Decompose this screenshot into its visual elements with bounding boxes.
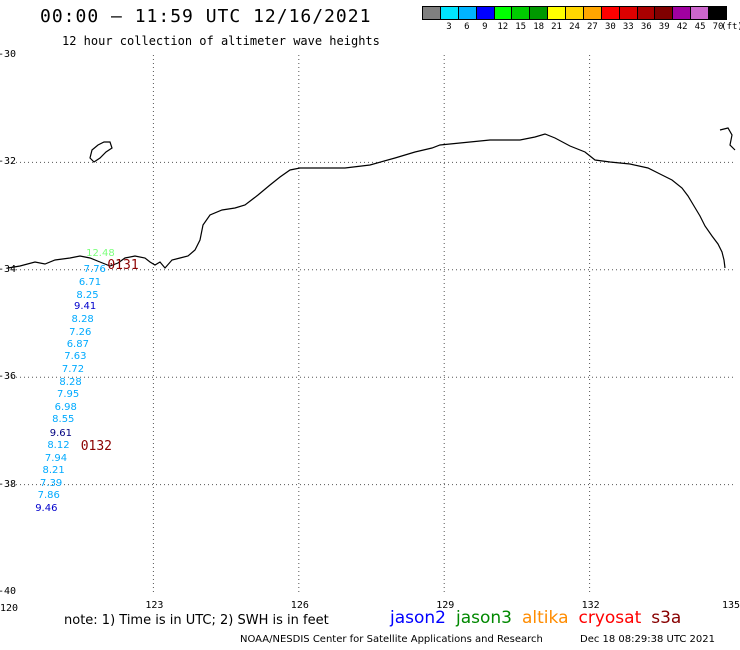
page-title: 00:00 – 11:59 UTC 12/16/2021	[40, 6, 372, 27]
wave-height-value: 8.21	[42, 465, 65, 477]
legend-swatch	[655, 7, 674, 19]
satellite-name: cryosat	[578, 608, 642, 628]
legend-label: 18	[533, 22, 545, 32]
legend-swatch	[566, 7, 584, 19]
legend-label: 21	[551, 22, 562, 32]
legend-swatch	[548, 7, 566, 19]
wave-height-value: 6.87	[66, 338, 89, 350]
grid-lines	[8, 55, 735, 592]
lat-tick-label: -40	[0, 586, 17, 597]
color-legend	[422, 6, 727, 20]
wave-height-value: 7.86	[37, 490, 60, 502]
legend-label: 36	[640, 22, 652, 32]
wave-height-value: 8.12	[47, 439, 70, 451]
lat-tick-label: -38	[0, 478, 17, 490]
legend-label: 24	[569, 22, 580, 32]
wave-height-value: 7.63	[64, 351, 87, 363]
legend-swatch	[583, 7, 602, 19]
wave-height-value: 8.28	[59, 376, 82, 388]
legend-label: 33	[622, 22, 634, 32]
page-subtitle: 12 hour collection of altimeter wave hei…	[62, 34, 380, 48]
lon-tick-label: 120	[0, 603, 19, 614]
lon-tick-label: 129	[436, 600, 455, 611]
pass-id-label: 0131	[107, 257, 139, 273]
wave-height-value: 12.48	[86, 247, 115, 259]
lon-tick-label: 135	[722, 600, 740, 611]
wave-height-value: 8.25	[76, 289, 99, 301]
legend-label: 42	[676, 22, 688, 32]
pass-id-label: 0132	[80, 439, 112, 454]
legend-swatch	[601, 7, 620, 19]
lat-tick-label: -30	[0, 49, 17, 60]
wave-height-value: 6.71	[78, 277, 102, 289]
legend-swatch	[494, 7, 513, 19]
wave-height-value: 7.95	[57, 388, 80, 400]
legend-label: 45	[694, 22, 706, 32]
tasmania-edge-coast	[719, 127, 736, 151]
lat-tick-label: -34	[0, 263, 17, 275]
lon-tick-label: 132	[581, 600, 600, 611]
wave-height-value: 7.94	[44, 452, 68, 464]
lat-tick-label: -32	[0, 156, 17, 168]
wave-height-value: 9.61	[49, 427, 72, 439]
satellite-name: s3a	[651, 608, 682, 628]
generated-timestamp: Dec 18 08:29:38 UTC 2021	[580, 634, 715, 645]
legend-swatch	[619, 7, 638, 19]
lon-tick-label: 123	[145, 600, 164, 611]
wave-height-value: 6.98	[54, 401, 77, 413]
wave-height-value: 7.76	[83, 263, 106, 275]
satellite-name: jason3	[456, 608, 512, 628]
satellite-name: altika	[522, 608, 569, 628]
legend-label: 30	[604, 22, 616, 32]
legend-label: 27	[587, 22, 598, 32]
wave-height-value: 7.39	[40, 477, 63, 489]
australia-coastline	[7, 133, 726, 269]
legend-label: 39	[658, 22, 670, 32]
wave-height-value: 8.28	[71, 313, 94, 325]
satellite-legend: jason2 jason3 altika cryosat s3a	[390, 608, 691, 628]
legend-swatch	[476, 7, 495, 19]
legend-unit: (ft)	[721, 22, 740, 32]
legend-label: 3	[446, 22, 452, 32]
legend-label: 70	[712, 22, 724, 32]
legend-swatch	[458, 7, 477, 19]
wave-height-value: 9.46	[35, 502, 58, 514]
legend-label: 9	[482, 22, 488, 32]
island-outline	[89, 141, 113, 163]
wave-height-value: 8.55	[52, 414, 75, 426]
lon-tick-label: 126	[290, 600, 309, 611]
lat-tick-label: -36	[0, 371, 17, 383]
legend-label: 6	[464, 22, 470, 32]
wave-height-value: 7.72	[61, 364, 85, 376]
legend-swatch	[530, 7, 549, 19]
wave-height-value: 9.41	[73, 301, 97, 313]
credit-text: NOAA/NESDIS Center for Satellite Applica…	[240, 634, 543, 645]
legend-swatch	[691, 7, 709, 19]
legend-swatch	[673, 7, 692, 19]
footer-note: note: 1) Time is in UTC; 2) SWH is in fe…	[64, 613, 329, 628]
legend-label: 15	[515, 22, 527, 32]
legend-swatch	[637, 7, 656, 19]
legend-label: 12	[497, 22, 509, 32]
legend-swatch	[440, 7, 459, 19]
legend-swatch	[512, 7, 531, 19]
legend-swatch	[709, 7, 726, 19]
wave-height-value: 7.26	[69, 326, 92, 338]
satellite-name: jason2	[390, 608, 446, 628]
legend-swatch	[423, 7, 441, 19]
